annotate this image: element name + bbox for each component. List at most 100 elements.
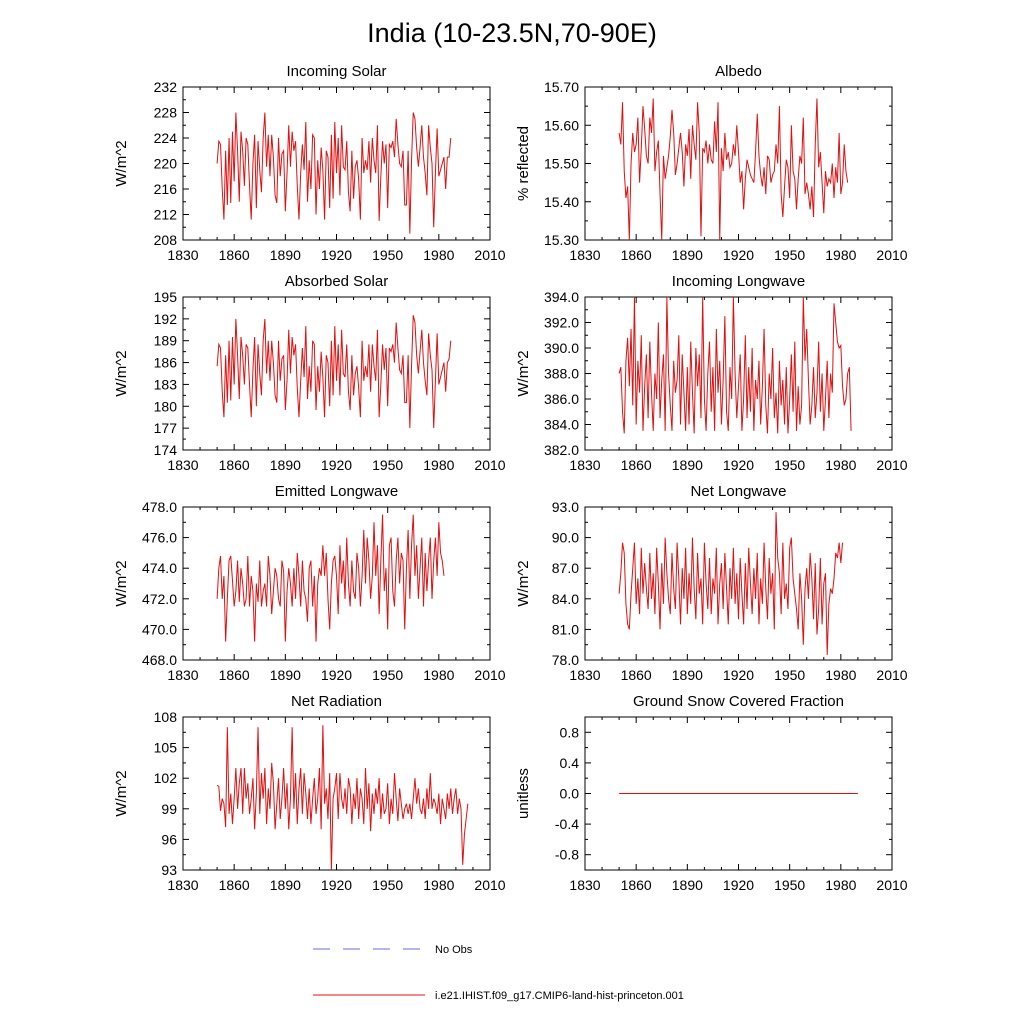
x-tick-label: 1860: [219, 667, 250, 683]
chart-panel-1: Incoming Solar W/m^2 1830 1860 1890 1920 1950 1…: [113, 63, 506, 263]
plot-frame: [584, 296, 893, 451]
y-axis-label: W/m^2: [113, 560, 130, 606]
y-tick-label: 212: [154, 207, 178, 223]
y-tick-label: 474.0: [142, 560, 177, 576]
y-tick-label: 15.40: [544, 194, 579, 210]
x-tick-label: 1950: [774, 667, 805, 683]
x-tick-label: 1830: [569, 877, 600, 893]
x-tick-label: 2010: [876, 457, 907, 473]
y-tick-label: 228: [154, 105, 178, 121]
y-tick-label: 390.0: [544, 340, 579, 356]
x-tick-label: 1980: [423, 667, 454, 683]
y-tick-label: 208: [154, 232, 178, 248]
y-tick-label: -0.4: [555, 816, 579, 832]
y-tick-label: 382.0: [544, 442, 579, 458]
y-tick-label: 15.70: [544, 79, 579, 95]
y-tick-label: 220: [154, 156, 178, 172]
y-tick-label: 388.0: [544, 366, 579, 382]
y-tick-label: 84.0: [552, 591, 579, 607]
chart-panel-6: Net Longwave W/m^2 1830 1860 1890 1920 1950 198…: [515, 483, 908, 683]
series-line-1: [216, 112, 452, 234]
y-tick-label: 392.0: [544, 315, 579, 331]
x-tick-label: 1920: [723, 457, 754, 473]
y-axis-label: unitless: [515, 768, 532, 819]
x-tick-label: 1830: [569, 667, 600, 683]
y-tick-label: 108: [154, 709, 178, 725]
x-tick-label: 1920: [723, 667, 754, 683]
legend: No Obs i.e21.IHIST.f09_g17.CMIP6-land-his…: [313, 944, 684, 1002]
x-tick-label: 1890: [672, 247, 703, 263]
y-tick-label: -0.8: [555, 847, 579, 863]
x-tick-label: 1950: [774, 247, 805, 263]
y-tick-label: 183: [154, 376, 178, 392]
y-tick-label: 0.8: [560, 724, 580, 740]
x-tick-label: 1860: [219, 877, 250, 893]
plot-frame: [584, 506, 893, 661]
x-tick-label: 1950: [774, 877, 805, 893]
x-tick-label: 1950: [774, 457, 805, 473]
y-tick-label: 468.0: [142, 652, 177, 668]
x-tick-label: 1860: [621, 877, 652, 893]
y-tick-label: 177: [154, 420, 178, 436]
x-tick-label: 1920: [321, 667, 352, 683]
legend-label-1: No Obs: [435, 944, 473, 956]
x-tick-label: 1890: [270, 667, 301, 683]
x-tick-label: 1860: [219, 247, 250, 263]
y-tick-label: 386.0: [544, 391, 579, 407]
y-tick-label: 195: [154, 289, 178, 305]
x-tick-label: 2010: [474, 247, 505, 263]
series-line-1: [216, 315, 452, 429]
x-tick-label: 2010: [474, 877, 505, 893]
x-tick-label: 1830: [167, 457, 198, 473]
panel-title: Ground Snow Covered Fraction: [633, 693, 844, 710]
y-tick-label: 93.0: [552, 499, 579, 515]
x-tick-label: 2010: [876, 667, 907, 683]
x-tick-label: 1980: [825, 247, 856, 263]
x-tick-label: 1860: [621, 457, 652, 473]
y-tick-label: 478.0: [142, 499, 177, 515]
panel-title: Incoming Longwave: [672, 273, 805, 290]
chart-panel-8: Ground Snow Covered Fraction unitless 1830…: [515, 693, 908, 893]
panels: Incoming Solar W/m^2 1830 1860 1890 1920 1950 1…: [113, 63, 908, 893]
x-tick-label: 2010: [474, 457, 505, 473]
x-tick-label: 1890: [672, 457, 703, 473]
panel-title: Net Radiation: [291, 693, 382, 710]
x-tick-label: 1920: [321, 457, 352, 473]
y-tick-label: 102: [154, 770, 178, 786]
y-tick-label: 394.0: [544, 289, 579, 305]
x-tick-label: 1860: [621, 667, 652, 683]
panel-title: Absorbed Solar: [285, 273, 388, 290]
series-line-1: [618, 296, 852, 434]
y-axis-label: W/m^2: [113, 140, 130, 186]
x-tick-label: 2010: [876, 877, 907, 893]
y-tick-label: 15.30: [544, 232, 579, 248]
x-tick-label: 1860: [219, 457, 250, 473]
x-tick-label: 2010: [474, 667, 505, 683]
y-tick-label: 0.0: [560, 786, 580, 802]
x-tick-label: 1890: [672, 667, 703, 683]
x-tick-label: 1950: [372, 667, 403, 683]
y-tick-label: 472.0: [142, 591, 177, 607]
x-tick-label: 1950: [372, 877, 403, 893]
x-tick-label: 1980: [825, 457, 856, 473]
y-tick-label: 93: [161, 862, 177, 878]
x-tick-label: 1830: [167, 877, 198, 893]
y-tick-label: 174: [154, 442, 178, 458]
y-tick-label: 81.0: [552, 621, 579, 637]
x-tick-label: 1920: [321, 247, 352, 263]
y-tick-label: 216: [154, 181, 178, 197]
series-line-1: [618, 98, 849, 241]
x-tick-label: 1950: [372, 247, 403, 263]
x-tick-label: 1920: [723, 247, 754, 263]
x-tick-label: 1890: [672, 877, 703, 893]
chart-panel-2: Albedo % reflected 1830 1860 1890 1920 1950 198…: [515, 63, 908, 263]
y-tick-label: 180: [154, 398, 178, 414]
y-tick-label: 470.0: [142, 621, 177, 637]
x-tick-label: 2010: [876, 247, 907, 263]
y-axis-label: W/m^2: [515, 350, 532, 396]
x-tick-label: 1980: [423, 877, 454, 893]
y-tick-label: 90.0: [552, 530, 579, 546]
y-tick-label: 15.60: [544, 117, 579, 133]
y-axis-label: W/m^2: [515, 560, 532, 606]
y-tick-label: 15.50: [544, 156, 579, 172]
